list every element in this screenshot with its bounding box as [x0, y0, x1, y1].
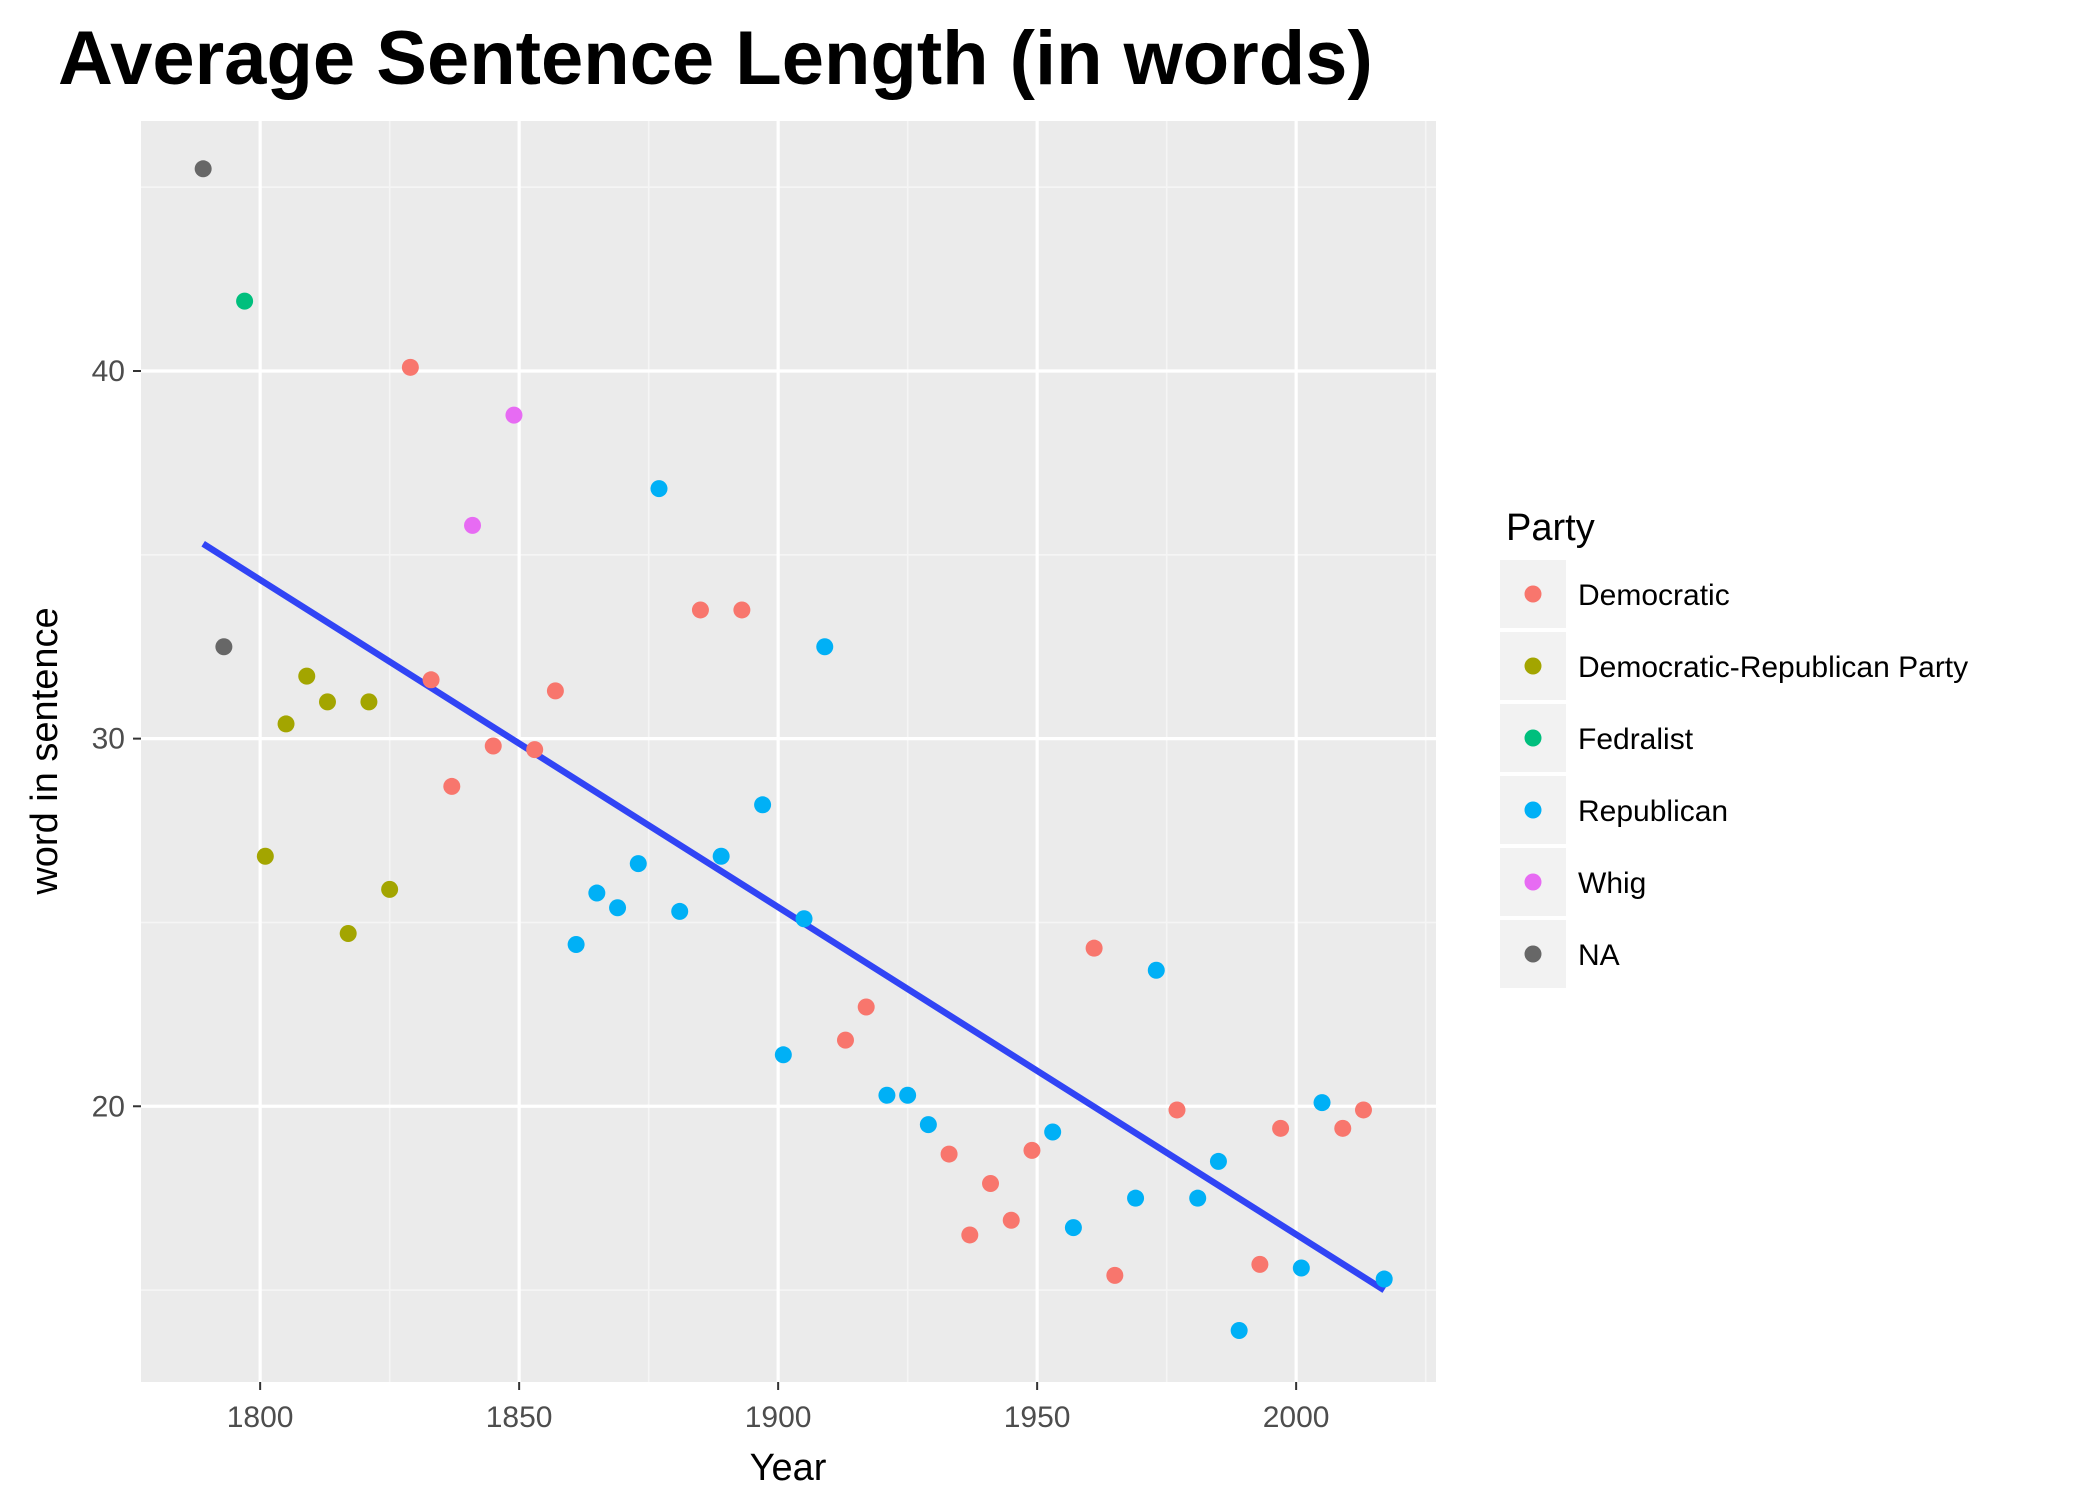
- trend-line: [201, 541, 1386, 1293]
- data-point: [1209, 1152, 1227, 1170]
- y-tick-label: 40: [92, 355, 125, 388]
- data-point: [567, 936, 585, 954]
- data-point: [277, 715, 295, 733]
- data-point: [1189, 1189, 1207, 1207]
- data-point: [443, 777, 461, 795]
- x-tick-label: 2000: [1263, 1401, 1330, 1434]
- data-point: [422, 671, 440, 689]
- data-point: [878, 1086, 896, 1104]
- data-point: [754, 796, 772, 814]
- data-point: [940, 1145, 958, 1163]
- legend: Party Democratic Democratic-Republican Pa…: [1500, 507, 1968, 988]
- data-point: [1313, 1094, 1331, 1112]
- data-point: [899, 1086, 917, 1104]
- data-point: [857, 998, 875, 1016]
- data-point: [1251, 1255, 1269, 1273]
- data-point: [691, 601, 709, 619]
- data-point: [1354, 1101, 1372, 1119]
- grid-major: [141, 121, 1436, 1382]
- data-point: [982, 1174, 1000, 1192]
- x-axis-ticks: 1800 1850 1900 1950 2000: [227, 1382, 1330, 1434]
- data-point: [1272, 1119, 1290, 1137]
- data-point: [526, 741, 544, 759]
- data-point: [1106, 1266, 1124, 1284]
- data-point: [1002, 1211, 1020, 1229]
- data-point: [961, 1226, 979, 1244]
- x-axis-title: Year: [750, 1447, 827, 1489]
- data-point: [381, 880, 399, 898]
- chart-title: Average Sentence Length (in words): [58, 16, 1373, 101]
- data-point: [505, 406, 523, 424]
- data-point: [1168, 1101, 1186, 1119]
- data-point: [464, 516, 482, 534]
- data-point: [256, 847, 274, 865]
- data-point: [1230, 1322, 1248, 1340]
- data-point: [671, 902, 689, 920]
- data-point: [650, 480, 668, 498]
- data-point: [1023, 1141, 1041, 1159]
- data-points: [194, 160, 1393, 1340]
- data-point: [236, 292, 254, 310]
- legend-key-swatch: [1524, 585, 1542, 603]
- legend-key-swatch: [1524, 801, 1542, 819]
- data-point: [360, 693, 378, 711]
- data-point: [712, 847, 730, 865]
- x-tick-label: 1800: [227, 1401, 294, 1434]
- data-point: [795, 910, 813, 928]
- plot-panel: [141, 121, 1436, 1382]
- data-point: [836, 1031, 854, 1049]
- data-point: [733, 601, 751, 619]
- data-point: [1085, 939, 1103, 957]
- data-point: [318, 693, 336, 711]
- data-point: [1334, 1119, 1352, 1137]
- data-point: [546, 682, 564, 700]
- data-point: [194, 160, 212, 178]
- data-point: [816, 638, 834, 656]
- data-point: [1127, 1189, 1145, 1207]
- data-point: [919, 1116, 937, 1134]
- data-point: [484, 737, 502, 755]
- data-point: [298, 667, 316, 685]
- legend-key-swatch: [1524, 657, 1542, 675]
- x-tick-label: 1900: [745, 1401, 812, 1434]
- trend-line-group: [201, 541, 1386, 1293]
- data-point: [1147, 961, 1165, 979]
- data-point: [1292, 1259, 1310, 1277]
- legend-items: Democratic Democratic-Republican Party Fed…: [1500, 560, 1968, 988]
- legend-key-swatch: [1524, 729, 1542, 747]
- data-point: [401, 358, 419, 376]
- y-axis-title: word in sentence: [24, 607, 66, 895]
- legend-title: Party: [1506, 507, 1595, 549]
- data-point: [215, 638, 233, 656]
- legend-label: Fedralist: [1578, 723, 1694, 756]
- x-tick-label: 1950: [1004, 1401, 1071, 1434]
- data-point: [1064, 1219, 1082, 1237]
- legend-label: Democratic-Republican Party: [1578, 651, 1968, 684]
- y-tick-label: 20: [92, 1090, 125, 1123]
- legend-label: NA: [1578, 939, 1620, 972]
- data-point: [588, 884, 606, 902]
- data-point: [1375, 1270, 1393, 1288]
- data-point: [609, 899, 627, 917]
- y-axis-ticks: 20 30 40: [92, 355, 141, 1123]
- x-tick-label: 1850: [486, 1401, 553, 1434]
- grid-minor: [141, 121, 1436, 1382]
- y-tick-label: 30: [92, 723, 125, 756]
- legend-label: Democratic: [1578, 579, 1730, 612]
- data-point: [774, 1046, 792, 1064]
- legend-key-swatch: [1524, 873, 1542, 891]
- legend-key-swatch: [1524, 945, 1542, 963]
- legend-label: Republican: [1578, 795, 1728, 828]
- data-point: [629, 855, 647, 873]
- data-point: [1044, 1123, 1062, 1141]
- legend-label: Whig: [1578, 867, 1646, 900]
- data-point: [339, 924, 357, 942]
